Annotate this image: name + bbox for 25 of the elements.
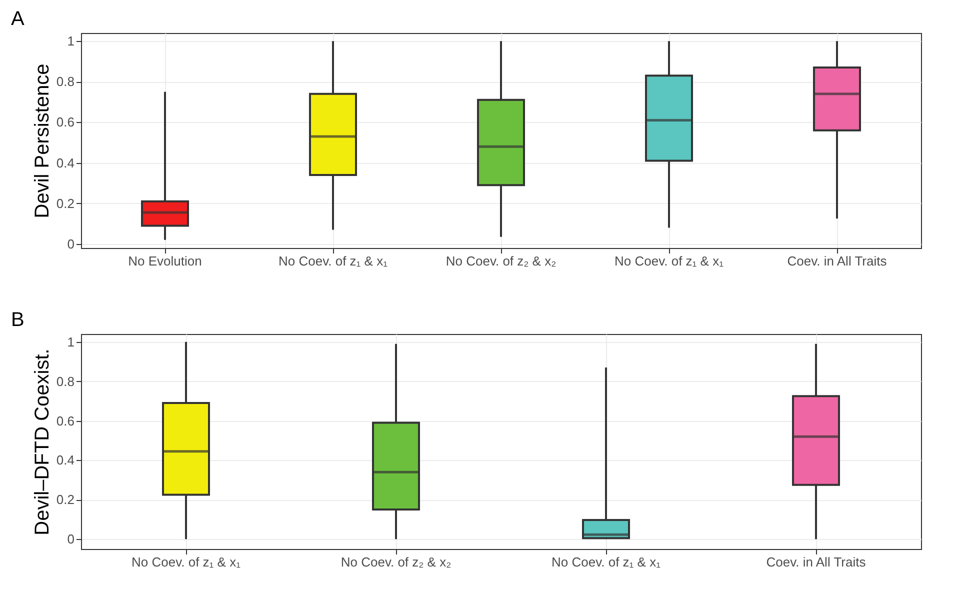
y-tick-label: 0.2 (56, 492, 74, 508)
y-tick-label: 0.6 (56, 114, 74, 130)
chart-title: B (11, 309, 24, 331)
x-tick-label: No Coev. of z₁ & x₁ (132, 554, 242, 570)
x-tick-label: No Coev. of z₂ & x₂ (340, 554, 452, 570)
x-tick-label: No Coev. of z₁ & x₁ (614, 254, 724, 268)
y-tick-label: 1 (67, 334, 74, 350)
x-tick-label: Coev. in All Traits (787, 254, 888, 268)
x-tick-label: No Coev. of z₁ & x₁ (278, 254, 388, 268)
y-tick-label: 0.6 (56, 413, 74, 428)
y-tick-label: 1 (67, 34, 74, 49)
x-tick-label: Coev. in All Traits (766, 554, 866, 570)
y-tick-label: 0 (67, 532, 74, 547)
y-tick-label: 0.8 (56, 74, 74, 90)
y-tick-label: 0.4 (56, 452, 74, 468)
y-tick-label: 0.8 (56, 374, 74, 389)
chart-title: A (11, 8, 25, 30)
y-tick-label: 0 (67, 236, 74, 252)
y-tick-label: 0.4 (56, 155, 74, 170)
y-axis-title: Devil–DFTD Coexist. (31, 348, 54, 536)
y-axis-title: Devil Persistence (31, 64, 54, 218)
x-tick-label: No Evolution (128, 254, 202, 268)
x-tick-label: No Coev. of z₁ & x₁ (552, 554, 662, 570)
y-tick-label: 0.2 (56, 196, 74, 211)
x-tick-label: No Coev. of z₂ & x₂ (446, 254, 556, 268)
